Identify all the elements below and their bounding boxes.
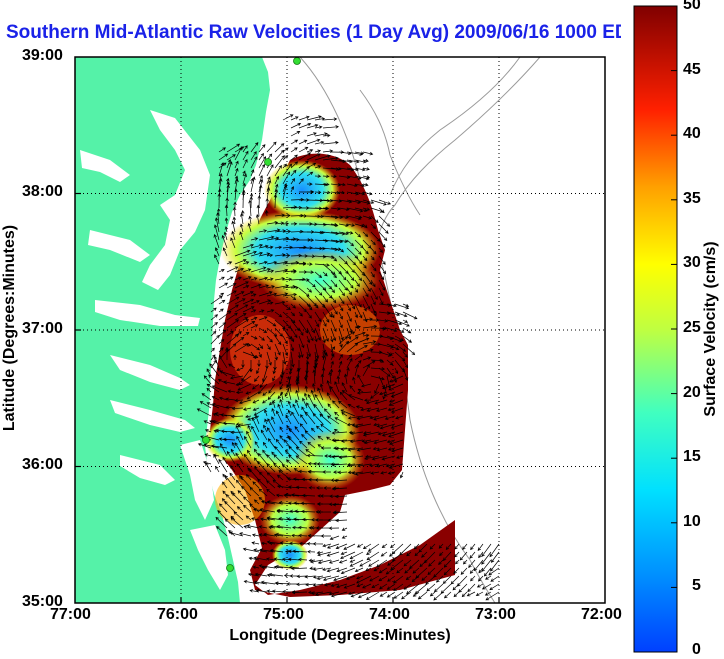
colorbar-tick-label: 35 xyxy=(683,190,701,207)
y-tick-label: 35:00 xyxy=(22,593,63,610)
colorbar-label: Surface Velocity (cm/s) xyxy=(702,241,719,416)
y-axis-label: Latitude (Degrees:Minutes) xyxy=(1,225,18,431)
station-marker xyxy=(226,564,234,572)
x-tick-label: 73:00 xyxy=(475,606,516,623)
colorbar-tick-label: 20 xyxy=(683,384,701,401)
page-title: Southern Mid-Atlantic Raw Velocities (1 … xyxy=(6,22,621,43)
station-marker xyxy=(202,436,210,444)
colorbar-tick-label: 30 xyxy=(683,254,701,271)
colorbar-tick-label: 5 xyxy=(692,577,701,594)
x-axis-label: Longitude (Degrees:Minutes) xyxy=(229,627,450,644)
y-tick-label: 39:00 xyxy=(22,47,63,64)
colorbar xyxy=(633,5,678,653)
title-background xyxy=(0,18,630,48)
axis-ticks xyxy=(75,192,500,603)
radar-stations xyxy=(202,57,301,572)
colorbar-tick-label: 25 xyxy=(683,319,701,336)
x-tick-label: 72:00 xyxy=(581,606,622,623)
colorbar-tick-label: 40 xyxy=(683,125,701,142)
colorbar-tick-label: 0 xyxy=(692,641,701,658)
colorbar-ticks xyxy=(671,5,677,588)
y-tick-label: 37:00 xyxy=(22,320,63,337)
x-tick-label: 77:00 xyxy=(50,606,91,623)
colorbar-tick-label: 15 xyxy=(683,448,701,465)
station-marker xyxy=(264,158,272,166)
x-tick-label: 76:00 xyxy=(157,606,198,623)
colorbar-tick-label: 10 xyxy=(683,513,701,530)
colorbar-tick-label: 50 xyxy=(683,0,701,13)
y-tick-label: 36:00 xyxy=(22,456,63,473)
colorbar-tick-label: 45 xyxy=(683,61,701,78)
station-marker xyxy=(293,57,301,65)
x-tick-label: 75:00 xyxy=(263,606,304,623)
grid-lines xyxy=(75,57,605,603)
y-tick-label: 38:00 xyxy=(22,183,63,200)
velocity-vectors xyxy=(196,114,500,601)
x-tick-label: 74:00 xyxy=(369,606,410,623)
